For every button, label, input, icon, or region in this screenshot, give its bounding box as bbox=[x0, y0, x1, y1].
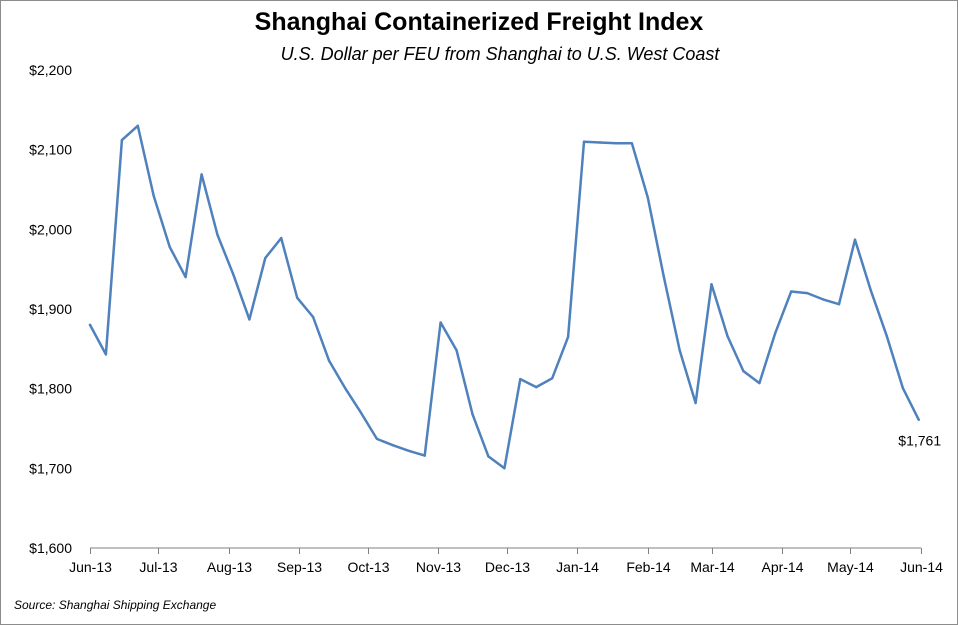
data-point bbox=[758, 381, 761, 385]
y-tick-label: $2,100 bbox=[29, 142, 72, 158]
data-point bbox=[917, 418, 920, 421]
data-point bbox=[774, 331, 777, 335]
y-tick-label: $1,800 bbox=[29, 381, 72, 397]
data-point bbox=[152, 194, 155, 198]
data-point bbox=[790, 290, 793, 293]
data-point bbox=[566, 335, 570, 339]
data-point bbox=[582, 140, 586, 143]
x-tick-label: Mar-14 bbox=[690, 559, 735, 575]
x-tick-label: Nov-13 bbox=[416, 559, 461, 575]
data-point bbox=[519, 377, 522, 381]
data-point bbox=[343, 386, 347, 390]
series-line bbox=[88, 124, 920, 470]
y-tick-label: $1,700 bbox=[29, 460, 72, 476]
x-tick-label: May-14 bbox=[827, 559, 874, 575]
data-point bbox=[168, 245, 171, 249]
data-point bbox=[296, 296, 299, 299]
x-tick-label: Sep-13 bbox=[277, 559, 322, 575]
x-tick-label: Jan-14 bbox=[556, 559, 599, 575]
y-tick-label: $1,900 bbox=[29, 301, 72, 317]
x-tick-label: Apr-14 bbox=[761, 559, 803, 575]
chart-axes bbox=[90, 547, 922, 554]
y-tick-label: $2,200 bbox=[29, 62, 72, 78]
source-note: Source: Shanghai Shipping Exchange bbox=[14, 598, 217, 612]
data-point bbox=[710, 283, 713, 286]
data-point bbox=[598, 141, 602, 144]
chart-series bbox=[88, 124, 920, 470]
x-tick-label: Feb-14 bbox=[626, 559, 671, 575]
data-point bbox=[662, 275, 665, 278]
chart-annotations: $1,761 bbox=[898, 433, 941, 449]
data-point bbox=[423, 454, 426, 457]
data-point bbox=[88, 323, 92, 327]
data-point bbox=[248, 318, 251, 321]
end-value-label: $1,761 bbox=[898, 433, 941, 449]
data-point bbox=[726, 334, 729, 338]
data-point bbox=[742, 369, 745, 373]
data-point bbox=[120, 138, 124, 142]
chart-title: Shanghai Containerized Freight Index bbox=[254, 8, 704, 36]
data-point bbox=[359, 411, 363, 414]
data-point bbox=[471, 413, 474, 416]
data-point bbox=[551, 377, 554, 380]
data-point bbox=[487, 455, 490, 458]
data-point bbox=[630, 142, 634, 145]
x-tick-label: Oct-13 bbox=[347, 559, 389, 575]
data-point bbox=[311, 315, 315, 319]
data-point bbox=[439, 321, 442, 324]
data-point bbox=[327, 359, 331, 362]
x-tick-label: Dec-13 bbox=[485, 559, 530, 575]
data-point bbox=[375, 437, 379, 441]
x-tick-labels: Jun-13 Jul-13 Aug-13 Sep-13 Oct-13 Nov-13 Dec-… bbox=[69, 559, 943, 575]
data-point bbox=[694, 401, 697, 405]
data-point bbox=[184, 275, 187, 279]
data-point bbox=[264, 256, 267, 260]
x-tick-label: Jun-13 bbox=[69, 559, 112, 575]
data-point bbox=[216, 233, 219, 237]
data-point bbox=[280, 236, 283, 240]
data-point bbox=[136, 124, 139, 128]
data-point bbox=[837, 303, 841, 306]
data-point bbox=[503, 467, 506, 470]
y-tick-labels: $1,600 $1,700 $1,800 $1,900 $2,000 $2,100 $2,2… bbox=[29, 62, 72, 556]
data-point bbox=[901, 386, 904, 390]
data-point bbox=[821, 298, 825, 301]
data-point bbox=[869, 289, 873, 292]
data-point bbox=[391, 444, 394, 447]
data-point bbox=[200, 173, 203, 176]
chart-subtitle: U.S. Dollar per FEU from Shanghai to U.S… bbox=[280, 44, 720, 64]
y-tick-label: $1,600 bbox=[29, 540, 72, 556]
data-point bbox=[232, 273, 235, 276]
x-tick-label: Jul-13 bbox=[139, 559, 177, 575]
x-tick-label: Jun-14 bbox=[900, 559, 943, 575]
data-point bbox=[455, 349, 458, 352]
data-point bbox=[407, 449, 410, 452]
chart-points bbox=[88, 124, 920, 470]
data-point bbox=[535, 385, 538, 389]
x-tick-label: Aug-13 bbox=[207, 559, 252, 575]
y-tick-label: $2,000 bbox=[29, 221, 72, 237]
data-point bbox=[806, 291, 809, 295]
data-point bbox=[678, 349, 681, 352]
data-point bbox=[646, 196, 649, 199]
data-point bbox=[885, 334, 888, 338]
data-point bbox=[853, 238, 857, 241]
data-point bbox=[614, 142, 618, 145]
data-point bbox=[104, 353, 108, 356]
